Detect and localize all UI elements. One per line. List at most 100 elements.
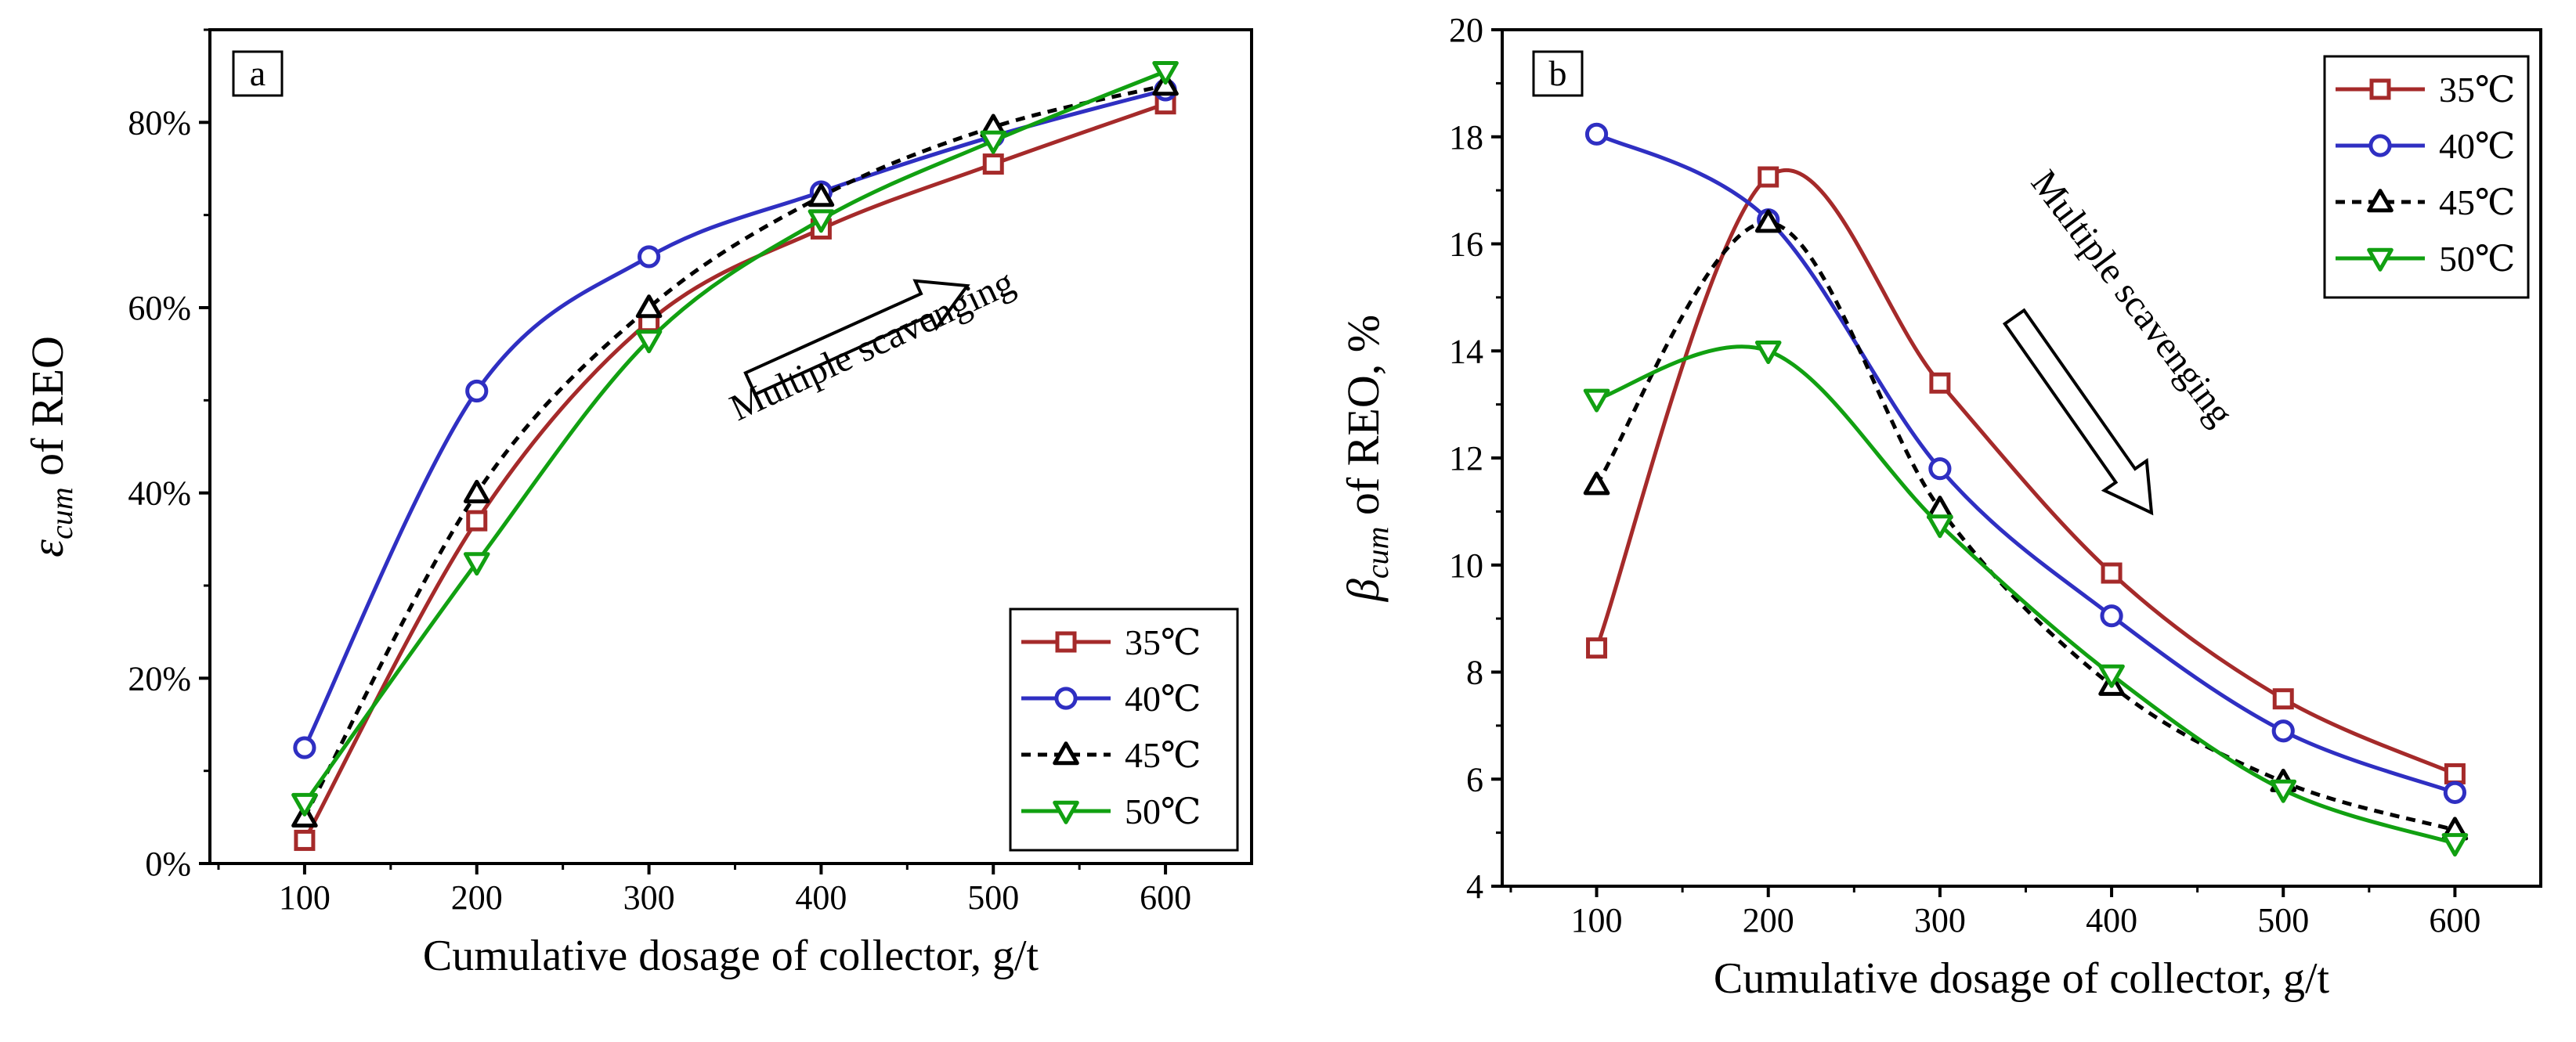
x-axis-label: Cumulative dosage of collector, g/t: [1714, 954, 2330, 1003]
y-tick-label: 8: [1466, 654, 1483, 692]
data-point: [1929, 372, 1951, 394]
panel-label-box: [1532, 50, 1584, 97]
legend-label: 35℃: [2439, 70, 2515, 110]
legend-label: 35℃: [1125, 622, 1201, 662]
x-tick-label: 200: [451, 878, 503, 917]
y-tick-label: 14: [1449, 332, 1483, 370]
x-tick-label: 500: [967, 878, 1019, 917]
legend-marker: [1054, 687, 1078, 710]
y-tick-label: 16: [1449, 225, 1483, 264]
x-tick-label: 600: [1140, 878, 1191, 917]
series-35C: [1586, 166, 2466, 784]
legend-box: [1009, 608, 1239, 852]
data-point: [1584, 122, 1609, 146]
data-point: [463, 552, 490, 576]
data-point: [1583, 471, 1610, 496]
data-point: [1586, 637, 1608, 659]
data-point: [1152, 61, 1179, 85]
data-point: [637, 245, 661, 269]
data-point: [2272, 688, 2294, 710]
data-point: [465, 379, 489, 403]
legend-marker: [2368, 134, 2392, 157]
y-tick-label: 20: [1449, 11, 1483, 49]
data-point: [2100, 604, 2123, 628]
legend-label: 45℃: [1125, 735, 1201, 775]
y-tick-label: 18: [1449, 118, 1483, 157]
legend-label: 40℃: [1125, 679, 1201, 719]
data-point: [1928, 457, 1952, 481]
data-point: [2443, 781, 2467, 804]
y-axis-symbol: ε: [22, 539, 73, 557]
plot-frame: [208, 28, 1253, 865]
chart-panel-a: 100 200 300 400 500 600 0% 20% 40% 60% 80% Cumulati…: [22, 28, 1253, 980]
y-axis-symbol: β: [1338, 579, 1389, 602]
data-point: [1583, 388, 1610, 413]
series-50C: [291, 61, 1179, 817]
y-axis-label: εcum of REO: [22, 336, 79, 557]
legend-marker: [2369, 78, 2391, 100]
y-tick-label: 6: [1466, 760, 1483, 799]
y-tick-label: 60%: [128, 289, 191, 327]
x-tick-label: 100: [279, 878, 331, 917]
data-point: [2101, 562, 2123, 584]
legend-label: 50℃: [1125, 791, 1201, 831]
chart-panel-b: 100 200 300 400 500 600 4 6 8 10 12 14 16 18 20 Cumulat…: [1338, 11, 2542, 1003]
y-axis-label-rest: of REO, %: [1338, 315, 1389, 527]
data-point: [807, 183, 835, 207]
data-point: [1754, 209, 1782, 233]
data-point: [294, 829, 316, 851]
legend-marker: [1055, 631, 1077, 653]
legend-marker: [2367, 247, 2394, 272]
data-point: [982, 153, 1004, 175]
legend: 35℃ 40℃ 45℃ 50℃: [1009, 608, 1239, 852]
x-tick-label: 300: [1914, 901, 1966, 939]
data-point: [2444, 763, 2466, 784]
y-tick-label: 12: [1449, 439, 1483, 478]
y-tick-label: 10: [1449, 546, 1483, 585]
x-tick-label: 100: [1571, 901, 1623, 939]
panel-label: a: [250, 53, 266, 93]
x-tick-label: 500: [2257, 901, 2309, 939]
data-point: [2441, 833, 2469, 857]
legend-marker: [1053, 741, 1079, 766]
x-tick-label: 300: [623, 878, 675, 917]
x-tick-label: 400: [795, 878, 847, 917]
data-point: [466, 510, 488, 532]
data-point: [980, 130, 1007, 154]
data-point: [1927, 514, 1953, 539]
y-axis-label-rest: of REO: [22, 336, 73, 487]
trend-arrow: [743, 279, 970, 397]
y-axis-subscript: cum: [1360, 527, 1395, 579]
series-40C: [1584, 122, 2467, 804]
annotation-text: Multiple scavenging: [724, 261, 1021, 429]
x-tick-label: 200: [1743, 901, 1794, 939]
legend-label: 50℃: [2439, 239, 2515, 279]
data-point: [807, 209, 835, 233]
data-point: [635, 330, 663, 354]
trend-arrow: [2002, 308, 2154, 516]
data-point: [1754, 341, 1782, 365]
data-point: [291, 792, 318, 817]
data-point: [1758, 166, 1779, 188]
panel-label-box: [232, 50, 284, 97]
y-axis-label: βcum of REO, %: [1338, 315, 1395, 602]
x-tick-label: 600: [2429, 901, 2480, 939]
legend-marker: [1053, 800, 1079, 824]
legend-box: [2323, 55, 2530, 299]
data-point: [2270, 779, 2297, 803]
y-tick-label: 4: [1466, 867, 1483, 906]
x-axis-label: Cumulative dosage of collector, g/t: [423, 932, 1039, 980]
series-50C: [1583, 341, 2469, 857]
legend-marker: [2367, 189, 2394, 213]
data-point: [635, 294, 663, 319]
legend-label: 45℃: [2439, 182, 2515, 222]
series-line: [1595, 344, 2456, 845]
panel-label: b: [1549, 53, 1567, 93]
data-point: [463, 479, 490, 503]
series-45C: [1583, 209, 2469, 841]
legend-label: 40℃: [2439, 126, 2515, 166]
series-45C: [291, 72, 1179, 828]
y-tick-label: 80%: [128, 103, 191, 142]
y-axis-subscript: cum: [44, 487, 79, 539]
data-point: [2098, 664, 2125, 688]
